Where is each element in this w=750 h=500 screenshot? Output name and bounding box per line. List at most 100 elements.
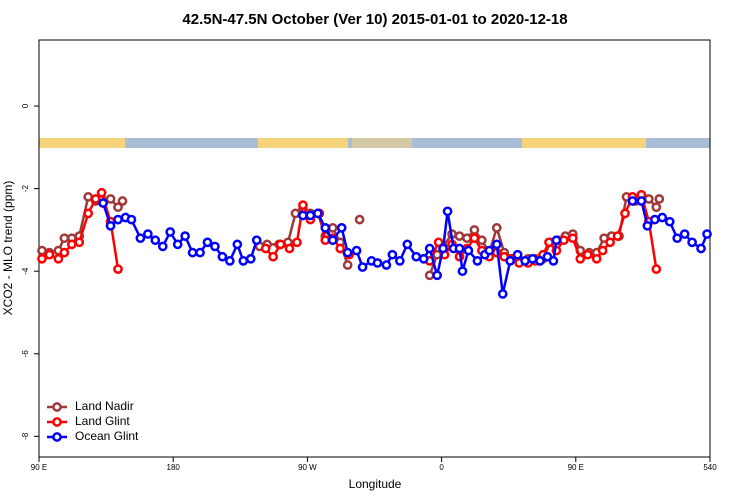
point <box>491 223 502 233</box>
x-tick-label: 90 E <box>31 463 47 472</box>
point <box>672 233 683 244</box>
point <box>484 245 495 256</box>
point <box>372 258 383 268</box>
point <box>105 220 116 231</box>
point <box>497 289 508 299</box>
point <box>238 256 249 266</box>
point <box>654 194 665 204</box>
point <box>165 227 176 237</box>
land-band <box>258 138 348 148</box>
point <box>143 229 153 239</box>
point <box>260 243 271 254</box>
point <box>424 243 435 254</box>
point <box>210 241 220 252</box>
point <box>74 237 85 248</box>
point <box>98 198 108 208</box>
y-tick-label: 0 <box>21 103 30 108</box>
land-band <box>522 138 646 148</box>
point <box>351 245 362 256</box>
point <box>505 256 516 266</box>
point <box>424 270 435 281</box>
x-axis-label: Longitude <box>349 477 402 491</box>
point <box>454 243 465 254</box>
point <box>298 200 308 210</box>
point <box>290 208 301 219</box>
point <box>651 264 662 274</box>
point <box>225 256 235 266</box>
legend-label: Ocean Glint <box>75 429 139 443</box>
point <box>457 266 468 277</box>
point <box>387 249 398 260</box>
point <box>679 229 690 239</box>
point <box>66 239 77 250</box>
point <box>251 235 262 246</box>
point <box>454 231 465 241</box>
land-band <box>39 138 125 148</box>
y-axis-label: XCO2 - MLO trend (ppm) <box>1 181 15 316</box>
point <box>335 243 346 254</box>
land-band <box>352 138 412 148</box>
point <box>702 229 712 239</box>
point <box>113 214 123 225</box>
point <box>612 231 623 241</box>
point <box>649 214 660 225</box>
x-tick-label: 0 <box>439 463 444 472</box>
y-tick-label: -4 <box>21 267 30 275</box>
point <box>642 220 653 231</box>
point <box>463 245 474 256</box>
surface-strip <box>39 138 710 148</box>
point <box>187 247 198 258</box>
point <box>135 233 146 244</box>
point <box>591 253 602 264</box>
point <box>180 231 190 241</box>
point <box>342 247 353 258</box>
point <box>432 270 442 281</box>
point <box>535 256 545 266</box>
point <box>354 214 365 225</box>
point <box>96 187 107 198</box>
point <box>275 239 286 250</box>
point <box>551 235 562 246</box>
point <box>53 253 64 264</box>
point <box>37 245 47 256</box>
point <box>651 202 662 213</box>
point <box>320 235 331 246</box>
point <box>157 241 168 252</box>
point <box>657 212 668 223</box>
point <box>320 223 331 233</box>
point <box>105 194 116 204</box>
point <box>472 256 483 266</box>
point <box>305 210 316 221</box>
point <box>477 235 487 246</box>
y-tick-label: -6 <box>21 350 30 358</box>
point <box>126 214 137 225</box>
point <box>394 256 405 266</box>
point <box>567 233 578 244</box>
x-tick-label: 90 W <box>298 463 317 472</box>
point <box>636 196 647 206</box>
point <box>582 249 593 260</box>
point <box>469 233 480 244</box>
point <box>544 237 554 248</box>
point <box>59 247 70 258</box>
point <box>411 251 422 262</box>
point <box>83 192 94 202</box>
x-tick-label: 540 <box>703 463 717 472</box>
point <box>520 256 530 266</box>
point <box>232 239 243 250</box>
point <box>37 253 47 264</box>
point <box>44 249 55 260</box>
legend-marker <box>52 402 62 412</box>
legend-label: Land Nadir <box>75 399 134 413</box>
point <box>327 223 338 233</box>
legend-marker <box>52 432 62 442</box>
chart-title: 42.5N-47.5N October (Ver 10) 2015-01-01 … <box>182 11 567 28</box>
point <box>696 243 706 254</box>
point <box>620 208 630 219</box>
point <box>298 210 308 221</box>
y-tick-label: -2 <box>21 185 30 193</box>
point <box>292 237 302 248</box>
point <box>418 253 429 264</box>
